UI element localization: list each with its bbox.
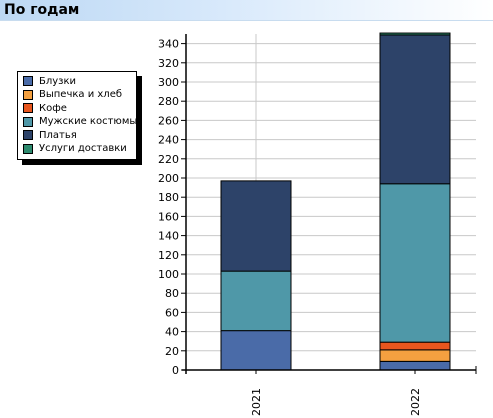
- legend-item: Кофе: [23, 102, 67, 114]
- legend-swatch: [23, 76, 33, 86]
- legend-item: Мужские костюмы: [23, 116, 137, 128]
- legend-swatch: [23, 116, 33, 127]
- y-tick-label: 240: [158, 134, 179, 147]
- y-tick-label: 120: [158, 249, 179, 262]
- legend-label: Блузки: [39, 75, 77, 87]
- y-tick-label: 320: [158, 57, 179, 70]
- y-tick-label: 220: [158, 153, 179, 166]
- section-header: По годам: [0, 0, 493, 21]
- x-tick-label: 2021: [250, 388, 263, 416]
- y-tick-label: 100: [158, 268, 179, 281]
- y-tick-label: 140: [158, 230, 179, 243]
- y-tick-label: 300: [158, 76, 179, 89]
- legend-swatch: [23, 130, 33, 140]
- legend-item: Платья: [23, 129, 77, 141]
- y-tick-label: 160: [158, 210, 179, 223]
- legend-label: Выпечка и хлеб: [39, 89, 123, 100]
- bar-segment: [379, 32, 451, 36]
- section-title: По годам: [4, 2, 80, 18]
- y-tick-label: 0: [172, 364, 179, 377]
- bar-segment: [220, 270, 292, 332]
- bar-segment: [379, 341, 451, 351]
- legend-label: Кофе: [39, 102, 67, 114]
- y-tick-label: 200: [158, 172, 179, 185]
- y-tick-label: 80: [165, 287, 179, 300]
- legend-swatch: [23, 143, 33, 154]
- y-tick-label: 260: [158, 114, 179, 127]
- bar-segment: [220, 330, 292, 371]
- bar-segment: [379, 183, 451, 343]
- bar-segment: [220, 180, 292, 272]
- legend-item: Выпечка и хлеб: [23, 89, 122, 101]
- legend-label: Мужские костюмы: [39, 116, 138, 127]
- y-tick-label: 340: [158, 38, 179, 51]
- y-tick-label: 60: [165, 306, 179, 319]
- legend-label: Услуги доставки: [39, 143, 127, 154]
- y-tick-label: 280: [158, 95, 179, 108]
- x-tick-label: 2022: [409, 388, 422, 416]
- bar-segment: [379, 34, 451, 185]
- y-tick-label: 180: [158, 191, 179, 204]
- y-tick-label: 40: [165, 326, 179, 339]
- legend-swatch: [23, 89, 33, 100]
- legend-item: Услуги доставки: [23, 143, 127, 155]
- legend-swatch: [23, 103, 33, 113]
- bar-segment: [379, 349, 451, 362]
- y-tick-label: 20: [165, 345, 179, 358]
- chart-legend: Блузки Выпечка и хлеб Кофе Мужские костюмы П…: [17, 71, 137, 160]
- legend-label: Платья: [39, 129, 77, 141]
- legend-item: Блузки: [23, 75, 76, 87]
- bar-segment: [379, 360, 451, 371]
